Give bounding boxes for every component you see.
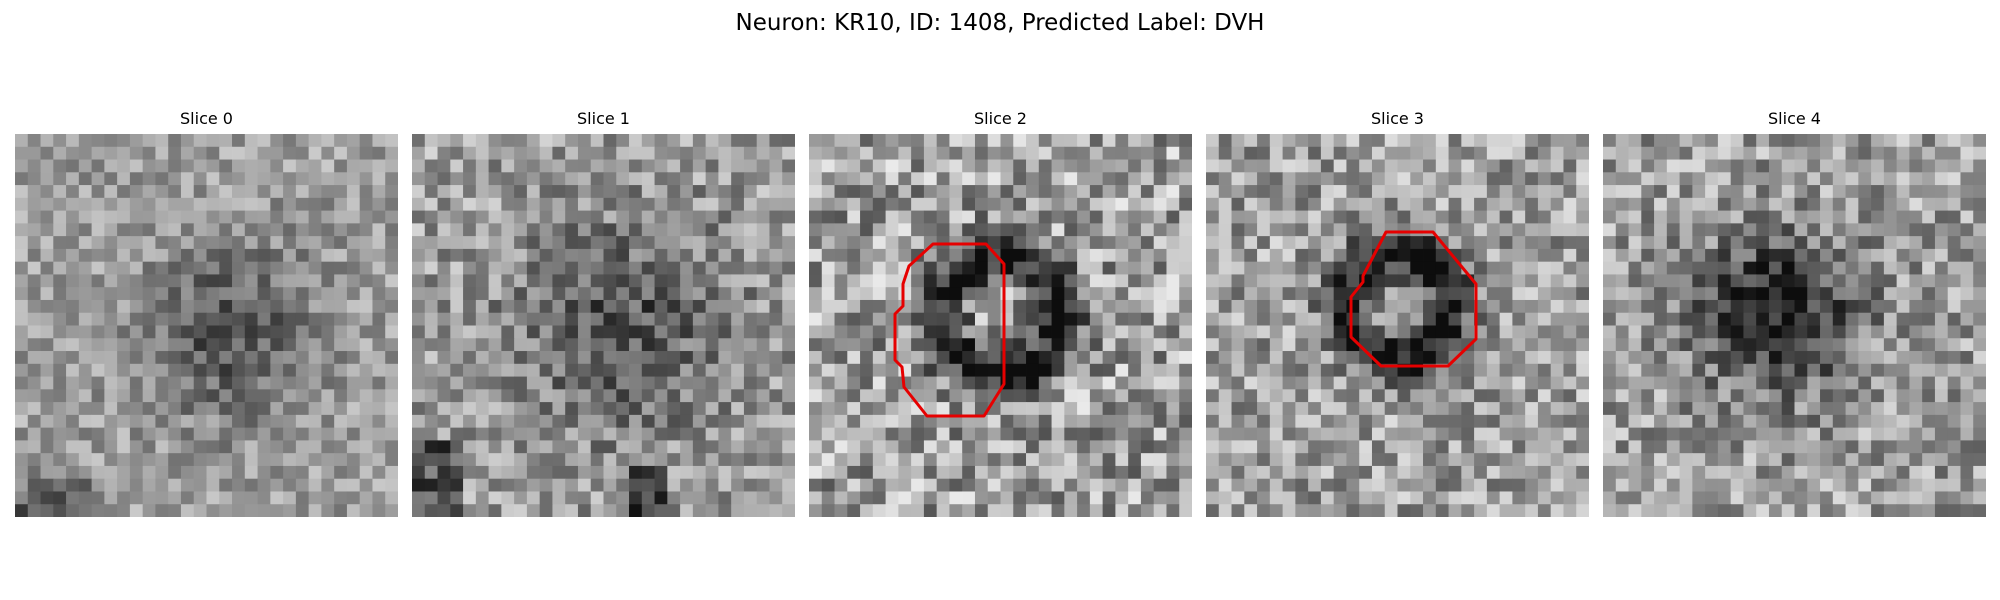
neuron-outline-3 [1349, 230, 1478, 368]
slice-image-4 [1603, 134, 1986, 517]
slice-image-1 [412, 134, 795, 517]
slice-title-0: Slice 0 [180, 109, 233, 128]
slice-pixels-1 [412, 134, 795, 517]
slice-image-3 [1206, 134, 1589, 517]
slice-pixels-4 [1603, 134, 1986, 517]
slice-image-0 [15, 134, 398, 517]
slice-title-1: Slice 1 [577, 109, 630, 128]
slice-pixels-0 [15, 134, 398, 517]
slice-panel-1: Slice 1 [412, 107, 795, 530]
slice-panel-0: Slice 0 [15, 107, 398, 530]
slice-image-2 [809, 134, 1192, 517]
neuron-outline-2 [893, 242, 1006, 418]
slice-pixels-3 [1206, 134, 1589, 517]
slice-pixels-2 [809, 134, 1192, 517]
slice-title-4: Slice 4 [1768, 109, 1821, 128]
slice-title-2: Slice 2 [974, 109, 1027, 128]
slice-panel-2: Slice 2 [809, 107, 1192, 530]
slice-panel-4: Slice 4 [1603, 107, 1986, 530]
figure-title: Neuron: KR10, ID: 1408, Predicted Label:… [735, 10, 1265, 36]
slice-title-3: Slice 3 [1371, 109, 1424, 128]
slice-panel-3: Slice 3 [1206, 107, 1589, 530]
